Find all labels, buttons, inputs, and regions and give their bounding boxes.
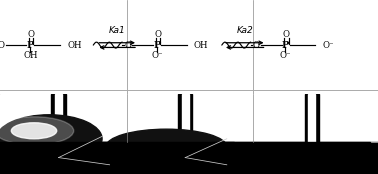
Text: O⁻: O⁻: [322, 41, 334, 50]
Bar: [182, 94, 189, 160]
Text: O⁻: O⁻: [280, 51, 291, 60]
Text: O: O: [283, 30, 290, 39]
Ellipse shape: [11, 123, 57, 139]
Ellipse shape: [219, 149, 363, 160]
Bar: [0, 142, 378, 158]
Bar: [178, 94, 192, 160]
Ellipse shape: [106, 129, 227, 164]
Text: O⁻: O⁻: [151, 51, 163, 60]
Text: O: O: [28, 30, 35, 39]
Text: Ka2: Ka2: [236, 26, 253, 35]
Text: P: P: [282, 41, 289, 50]
Bar: [308, 94, 315, 160]
Text: O: O: [253, 41, 260, 50]
Bar: [98, 142, 234, 174]
Text: O: O: [0, 41, 5, 50]
Bar: [55, 94, 62, 160]
Bar: [0, 94, 378, 142]
Bar: [51, 94, 66, 160]
Text: OH: OH: [67, 41, 82, 50]
Text: P: P: [26, 41, 34, 50]
Bar: [0, 142, 110, 174]
Text: OH: OH: [23, 51, 37, 60]
Text: Ka1: Ka1: [109, 26, 125, 35]
Ellipse shape: [0, 117, 74, 145]
Text: O: O: [154, 30, 161, 39]
Ellipse shape: [0, 115, 102, 163]
Text: P: P: [153, 41, 161, 50]
Bar: [305, 94, 319, 160]
Text: O: O: [124, 41, 132, 50]
Bar: [212, 142, 370, 174]
Text: OH: OH: [194, 41, 208, 50]
